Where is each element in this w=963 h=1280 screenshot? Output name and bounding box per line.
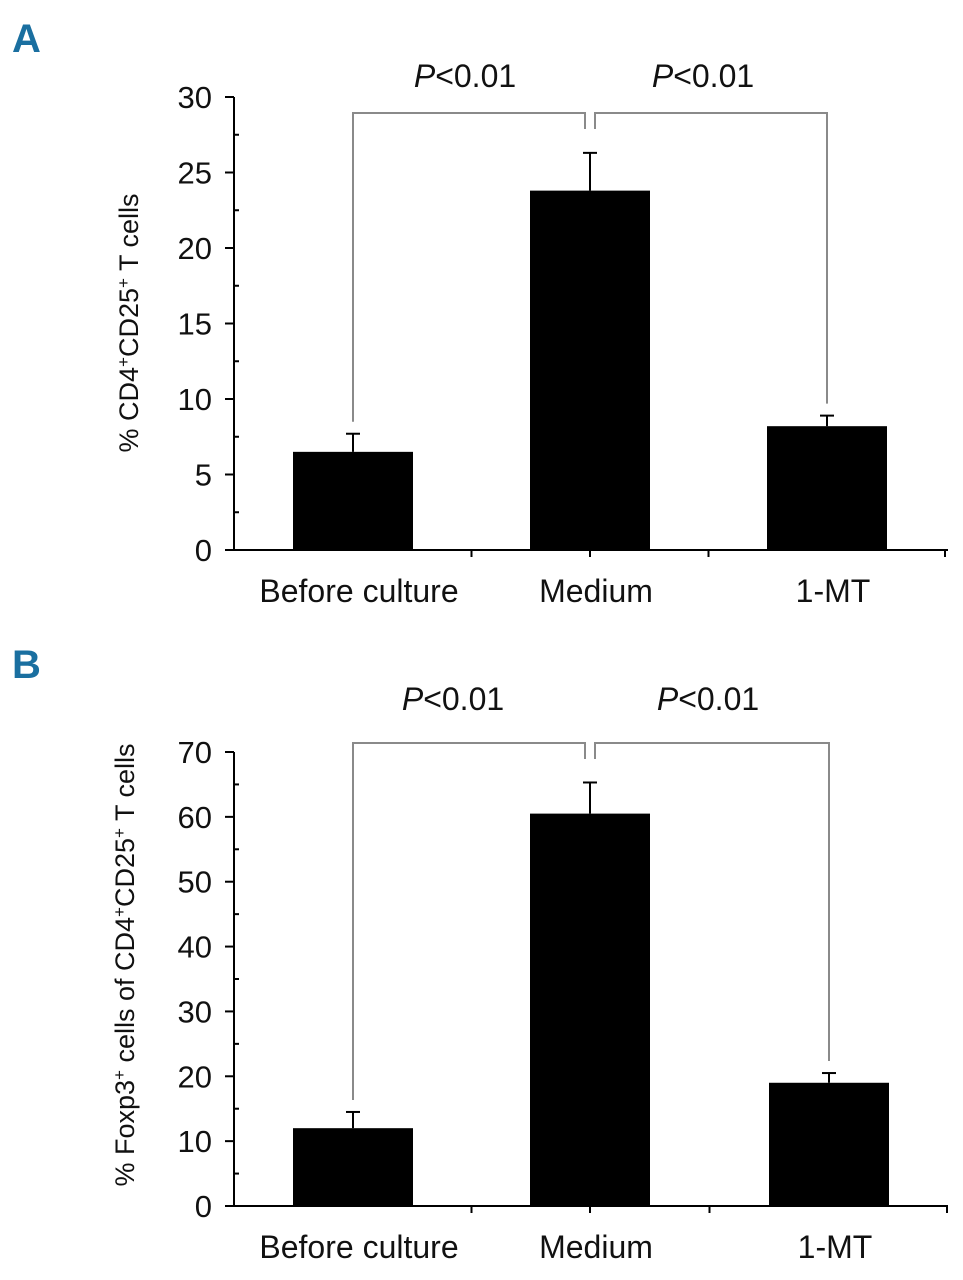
bar-before-culture: [293, 451, 413, 550]
y-tick-label: 0: [195, 533, 212, 568]
bar-medium: [530, 190, 650, 550]
y-tick-label: 25: [178, 156, 212, 191]
significance-label: P<0.01: [402, 681, 504, 717]
significance-bracket: [352, 742, 586, 1100]
significance-bracket: [352, 112, 586, 422]
y-tick-label: 60: [178, 800, 212, 835]
y-tick-label: 10: [178, 1124, 212, 1159]
panel-label: A: [12, 17, 41, 61]
y-tick-label: 50: [178, 865, 212, 900]
category-label: Medium: [539, 573, 653, 609]
bar-1-mt: [769, 1082, 889, 1206]
y-tick-label: 5: [195, 458, 212, 493]
y-tick-label: 20: [178, 231, 212, 266]
category-label: 1-MT: [796, 573, 871, 609]
y-tick-label: 40: [178, 930, 212, 965]
significance-label: P<0.01: [657, 681, 759, 717]
significance-bracket: [594, 112, 828, 404]
category-label: Medium: [539, 1229, 653, 1265]
panel-label: B: [12, 643, 41, 687]
y-tick-label: 30: [178, 80, 212, 115]
y-tick-label: 0: [195, 1189, 212, 1224]
significance-label: P<0.01: [652, 58, 754, 94]
y-tick-label: 70: [178, 735, 212, 770]
y-tick-label: 30: [178, 994, 212, 1029]
significance-bracket: [594, 742, 830, 1062]
bar-before-culture: [293, 1128, 413, 1206]
significance-label: P<0.01: [414, 58, 516, 94]
bar-medium: [530, 813, 650, 1206]
chart-panel-b: B 0 10 20 30 40 50 60 70 Before culture Medium 1-MT…: [12, 643, 948, 1265]
category-label: 1-MT: [798, 1229, 873, 1265]
y-tick-label: 20: [178, 1059, 212, 1094]
y-tick-label: 15: [178, 307, 212, 342]
category-label: Before culture: [259, 1229, 458, 1265]
y-axis-label: % CD4+CD25+ T cells: [114, 194, 145, 453]
bar-1-mt: [767, 426, 887, 550]
y-tick-label: 10: [178, 382, 212, 417]
category-label: Before culture: [259, 573, 458, 609]
y-axis-label: % Foxp3+ cells of CD4+CD25+ T cells: [110, 743, 141, 1186]
chart-panel-a: A 0 5 10 15 20 25 30 Before culture Medium 1-MT P<0…: [12, 17, 948, 609]
